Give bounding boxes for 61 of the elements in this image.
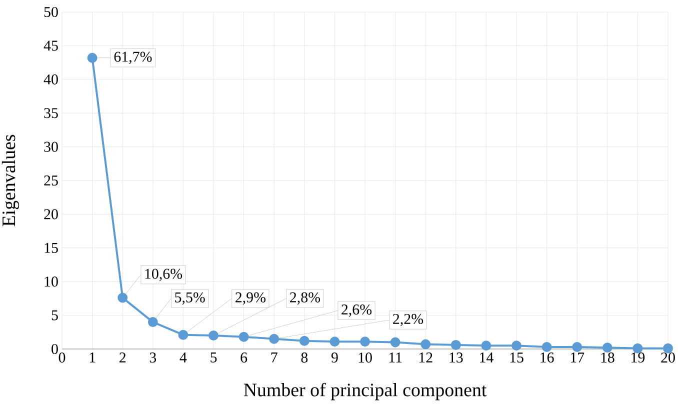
x-tick-label: 8 bbox=[301, 352, 308, 363]
x-tick-label: 19 bbox=[632, 352, 645, 363]
annotation: 2,9% bbox=[236, 292, 266, 305]
y-tick-label: 40 bbox=[44, 74, 58, 84]
y-tick-label: 45 bbox=[44, 40, 58, 51]
y-tick-label: 0 bbox=[52, 344, 58, 354]
x-tick-label: 17 bbox=[570, 352, 584, 362]
x-tick-label: 4 bbox=[180, 352, 187, 362]
x-tick-label: 9 bbox=[331, 352, 338, 363]
x-axis-title: Number of principal component bbox=[244, 382, 487, 400]
point bbox=[87, 52, 98, 63]
annotation: 61,7% bbox=[114, 52, 152, 64]
point bbox=[390, 337, 400, 348]
x-tick-label: 2 bbox=[120, 352, 126, 362]
x-tick-label: 18 bbox=[601, 352, 614, 363]
point bbox=[572, 342, 582, 352]
point bbox=[148, 317, 158, 328]
x-tick-label: 12 bbox=[419, 352, 432, 362]
x-tick-label: 5 bbox=[210, 352, 217, 362]
x-tick-label: 11 bbox=[389, 352, 402, 362]
y-tick-label: 10 bbox=[44, 276, 58, 287]
point bbox=[602, 342, 612, 353]
point bbox=[208, 330, 218, 341]
x-tick-label: 6 bbox=[240, 352, 248, 363]
x-tick-label: 10 bbox=[358, 352, 372, 363]
point bbox=[512, 340, 522, 351]
point bbox=[632, 343, 643, 354]
y-tick-label: 5 bbox=[52, 310, 58, 320]
point bbox=[299, 336, 310, 346]
point bbox=[269, 334, 280, 344]
point bbox=[178, 330, 188, 340]
y-tick-label: 35 bbox=[44, 108, 58, 118]
y-tick-label: 30 bbox=[44, 142, 58, 152]
y-tick-label: 15 bbox=[44, 242, 58, 253]
y-tick-label: 50 bbox=[44, 6, 58, 18]
y-tick-label: 20 bbox=[44, 209, 58, 220]
point bbox=[360, 336, 370, 347]
x-tick-label: 20 bbox=[661, 352, 675, 363]
point bbox=[330, 336, 340, 347]
annotation: 2,8% bbox=[290, 292, 320, 305]
point bbox=[481, 340, 492, 351]
y-axis-title: Eigenvalues bbox=[2, 134, 20, 226]
y-tick-label: 25 bbox=[44, 175, 58, 186]
annotation: 5,5% bbox=[175, 292, 205, 305]
x-tick-label: 15 bbox=[510, 352, 524, 363]
point bbox=[450, 340, 461, 350]
x-tick-label: 0 bbox=[58, 352, 66, 363]
point bbox=[118, 292, 128, 303]
x-tick-label: 3 bbox=[150, 352, 156, 363]
x-tick-label: 16 bbox=[540, 352, 554, 363]
annotation: 2,6% bbox=[342, 304, 372, 317]
annotation: 10,6% bbox=[145, 268, 182, 281]
x-tick-label: 7 bbox=[271, 352, 278, 362]
point bbox=[238, 332, 249, 342]
point bbox=[663, 343, 673, 354]
x-tick-label: 13 bbox=[450, 352, 463, 363]
point bbox=[542, 342, 552, 352]
annotation: 2,2% bbox=[393, 314, 424, 326]
point bbox=[420, 339, 431, 350]
x-tick-label: 14 bbox=[480, 352, 494, 362]
x-tick-label: 1 bbox=[90, 352, 96, 362]
